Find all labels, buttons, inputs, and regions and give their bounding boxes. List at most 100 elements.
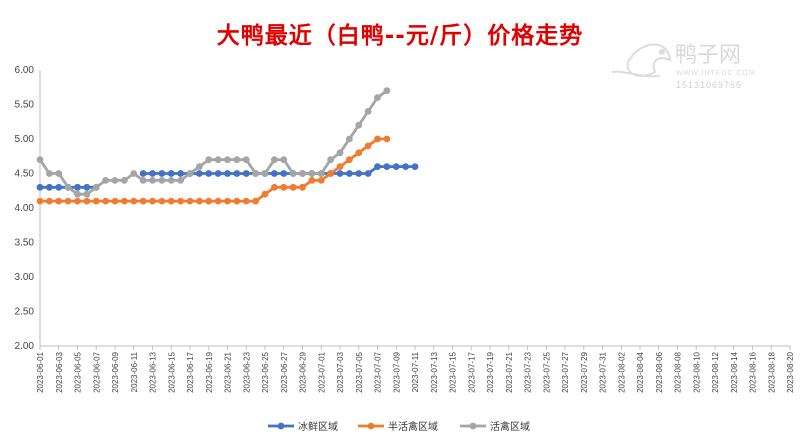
data-point xyxy=(233,197,241,205)
x-tick-label: 2023-08-20 xyxy=(786,351,795,392)
data-point xyxy=(111,177,119,184)
data-point xyxy=(214,170,222,177)
data-point xyxy=(102,177,110,184)
data-point xyxy=(327,170,335,177)
data-point xyxy=(149,177,156,184)
data-point xyxy=(55,197,63,205)
data-point xyxy=(308,170,316,177)
data-point xyxy=(233,170,241,177)
x-tick-label: 2023-06-11 xyxy=(130,351,139,392)
data-point xyxy=(92,183,100,191)
data-point xyxy=(74,183,81,191)
x-tick-label: 2023-08-06 xyxy=(655,351,664,392)
data-point xyxy=(336,163,344,171)
data-point xyxy=(280,156,288,164)
x-tick-label: 2023-06-13 xyxy=(149,351,158,392)
data-point xyxy=(336,149,344,157)
data-point xyxy=(45,183,53,191)
x-tick-label: 2023-06-27 xyxy=(280,351,289,392)
data-point xyxy=(130,170,138,177)
data-point xyxy=(205,170,213,177)
x-tick-label: 2023-06-29 xyxy=(299,351,308,392)
data-point xyxy=(186,170,194,177)
data-point xyxy=(120,177,128,184)
data-point xyxy=(383,135,391,143)
data-point xyxy=(167,177,175,184)
data-point xyxy=(177,197,185,205)
data-point xyxy=(270,170,278,177)
data-point xyxy=(224,156,231,164)
data-point xyxy=(355,121,363,129)
data-point xyxy=(242,170,250,177)
data-point xyxy=(214,156,222,164)
axes: 2.00 2.50 3.00 3.50 4.00 4.50 5.00 5.50 6.00 2023… xyxy=(15,65,795,393)
x-tick-label: 2023-07-03 xyxy=(336,351,345,392)
data-point xyxy=(374,163,381,171)
y-tick-label: 6.00 xyxy=(15,65,35,76)
x-tick-label: 2023-06-23 xyxy=(242,351,251,392)
data-point xyxy=(402,163,410,171)
data-point xyxy=(64,183,72,191)
x-tick-label: 2023-07-17 xyxy=(467,351,476,392)
y-tick-label: 4.00 xyxy=(15,203,35,214)
x-tick-label: 2023-08-18 xyxy=(767,351,776,392)
data-point xyxy=(364,108,372,115)
data-point xyxy=(167,170,175,177)
data-point xyxy=(355,149,363,157)
x-tick-label: 2023-06-03 xyxy=(55,351,64,392)
x-tick-label: 2023-08-14 xyxy=(730,351,739,392)
data-point xyxy=(177,170,185,177)
data-point xyxy=(261,170,269,177)
data-point xyxy=(102,197,110,205)
data-point xyxy=(149,197,156,205)
x-tick-label: 2023-07-23 xyxy=(524,351,533,392)
x-tick-label: 2023-07-27 xyxy=(561,351,570,392)
data-point xyxy=(158,197,166,205)
watermark-brand: 鸭子网 xyxy=(675,43,741,68)
data-point xyxy=(280,170,288,177)
data-point xyxy=(327,156,335,164)
y-tick-label: 3.50 xyxy=(15,238,35,249)
data-point xyxy=(289,183,297,191)
data-point xyxy=(158,177,166,184)
x-tick-label: 2023-07-31 xyxy=(599,351,608,392)
x-tick-label: 2023-07-15 xyxy=(449,351,458,392)
x-tick-label: 2023-07-21 xyxy=(505,351,514,392)
data-point xyxy=(55,183,63,191)
legend-marker xyxy=(469,422,477,430)
legend-label: 活禽区域 xyxy=(490,420,530,433)
data-point xyxy=(233,156,241,164)
data-point xyxy=(345,135,353,143)
data-point xyxy=(364,142,372,150)
x-tick-label: 2023-07-11 xyxy=(411,351,420,392)
x-tick-label: 2023-08-10 xyxy=(692,351,701,392)
legend-label: 冰鲜区域 xyxy=(298,420,338,433)
data-point xyxy=(45,197,53,205)
series-line xyxy=(38,89,388,196)
data-point xyxy=(64,197,72,205)
data-point xyxy=(83,183,91,191)
data-point xyxy=(139,177,147,184)
data-point xyxy=(345,156,353,164)
data-point xyxy=(289,170,297,177)
data-point xyxy=(195,197,203,205)
data-point xyxy=(205,156,213,164)
data-point xyxy=(158,170,166,177)
y-tick-label: 5.00 xyxy=(15,134,35,145)
data-point xyxy=(149,170,156,177)
data-point xyxy=(224,170,231,177)
data-point xyxy=(374,94,381,101)
x-tick-label: 2023-07-05 xyxy=(355,351,364,392)
x-tick-label: 2023-06-15 xyxy=(167,351,176,392)
data-point xyxy=(392,163,400,171)
x-tick-label: 2023-07-13 xyxy=(430,351,439,392)
x-tick-label: 2023-06-17 xyxy=(186,351,195,392)
legend-item: 半活禽区域 xyxy=(358,420,438,433)
data-point xyxy=(374,135,381,143)
x-tick-label: 2023-06-21 xyxy=(224,351,233,392)
data-point xyxy=(270,183,278,191)
y-tick-label: 4.50 xyxy=(15,169,35,180)
legend: 冰鲜区域 半活禽区域 活禽区域 xyxy=(268,420,530,433)
x-tick-label: 2023-06-19 xyxy=(205,351,214,392)
